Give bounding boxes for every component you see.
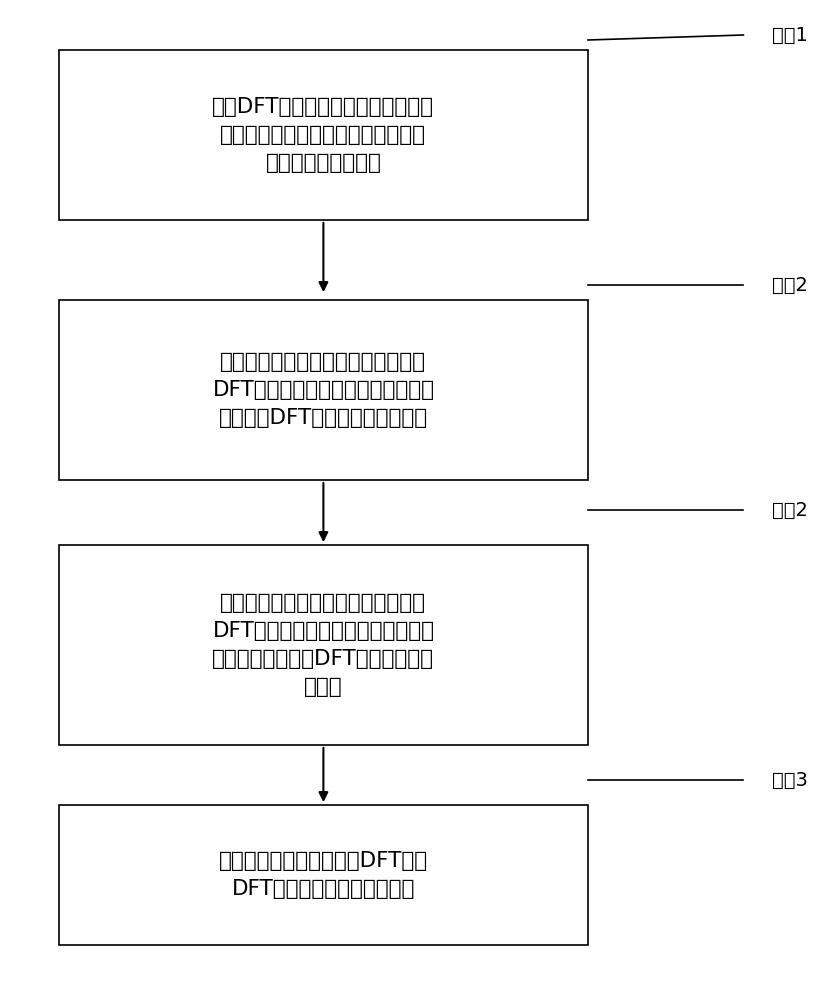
FancyBboxPatch shape: [59, 805, 588, 945]
Text: 联合线性表示发送天线阵导引矢量的
DFT基设计导频波束预编码矩阵，使
其右乘逆DFT矩阵的积为单位矩阵: 联合线性表示发送天线阵导引矢量的 DFT基设计导频波束预编码矩阵，使 其右乘逆D…: [213, 352, 434, 428]
FancyBboxPatch shape: [59, 50, 588, 220]
Text: 将接收信号左右分别乘以DFT和逆
DFT矩阵快速估计出信道矩阵: 将接收信号左右分别乘以DFT和逆 DFT矩阵快速估计出信道矩阵: [219, 851, 428, 899]
Text: 步骤2: 步骤2: [772, 500, 807, 520]
FancyBboxPatch shape: [59, 300, 588, 480]
Text: 步骤3: 步骤3: [772, 770, 807, 790]
Text: 步骤2: 步骤2: [772, 275, 807, 294]
Text: 步骤1: 步骤1: [772, 25, 807, 44]
Text: 联合线性表示接收天线阵响应矢量的
DFT基设计导频波束合并矩阵，使其
共轭转置矩阵左乘DFT矩阵的积为单
位矩阵: 联合线性表示接收天线阵响应矢量的 DFT基设计导频波束合并矩阵，使其 共轭转置矩…: [213, 593, 434, 697]
Text: 运用DFT变换基线性表示参数信道模
型中发送端的天线阵导引矢量和接收
端的天线阵响应矢量: 运用DFT变换基线性表示参数信道模 型中发送端的天线阵导引矢量和接收 端的天线阵…: [213, 97, 434, 173]
FancyBboxPatch shape: [59, 545, 588, 745]
